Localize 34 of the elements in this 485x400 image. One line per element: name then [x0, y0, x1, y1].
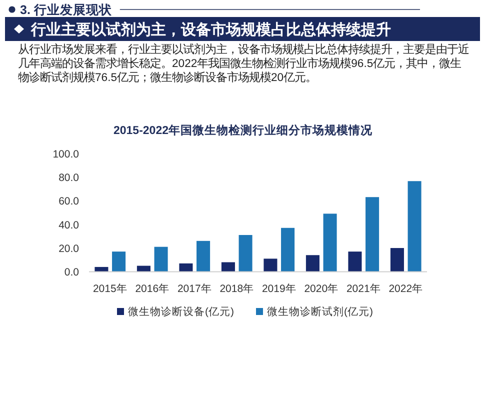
text: 行业主要以试剂为主，设备市场规模占比总体持续提升 [30, 20, 391, 38]
x-tick-label: 2015年 [92, 283, 128, 295]
bar [154, 246, 168, 272]
bar [348, 252, 362, 272]
x-tick-label: 2022年 [388, 283, 424, 295]
x-tick-label: 2020年 [304, 283, 339, 295]
bar [408, 181, 422, 272]
x-tick-label: 2017年 [177, 283, 212, 295]
y-tick-label: 40.0 [58, 219, 80, 232]
bar [366, 197, 380, 272]
bar [196, 240, 210, 272]
x-tick-label: 2018年 [220, 283, 254, 295]
y-tick-label: 100.0 [52, 148, 80, 160]
x-tick-label: 2016年 [135, 283, 170, 295]
legend-label: 微生物诊断试剂(亿元) [267, 305, 373, 318]
chart-title: 2015-2022年国微生物检测行业细分市场规模情况 [114, 123, 374, 137]
bar [221, 262, 235, 272]
bar [306, 255, 320, 272]
y-tick-label: 20.0 [58, 243, 80, 256]
bar [179, 263, 193, 272]
x-tick-label: 2021年 [346, 283, 381, 295]
y-tick-label: 80.0 [58, 172, 80, 184]
bar [281, 228, 295, 272]
bar [323, 214, 337, 272]
y-tick-label: 60.0 [58, 196, 80, 208]
legend-label: 微生物诊断设备(亿元) [128, 305, 234, 318]
y-tick-label: 0.0 [64, 266, 80, 279]
bar [112, 252, 126, 272]
bar [264, 258, 278, 272]
x-tick-label: 2019年 [262, 283, 296, 295]
bar [390, 248, 404, 272]
text: 从行业市场发展来看，行业主要以试剂为主，设备市场规模占比总体持续提升，主要是由于近几年高端的设备需求增长稳定。2022年我国微生物检测行业市场规模96.5亿元，其中，微生物诊断试剂规模76.5亿元；微生物诊断设备市场规模20亿元。 [18, 43, 469, 85]
text: 3. 行业发展现状 [20, 3, 113, 17]
bar [238, 234, 252, 272]
